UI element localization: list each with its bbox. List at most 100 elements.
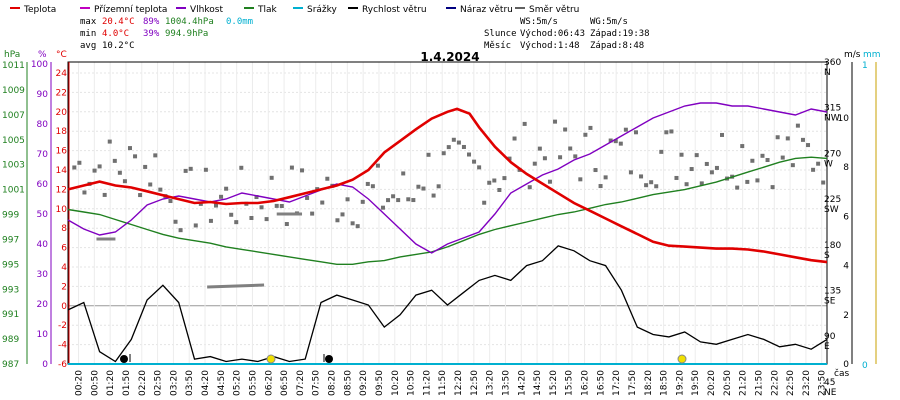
wind-direction-point [780, 155, 785, 160]
wind-direction-point [133, 154, 138, 159]
wind-direction-point [821, 180, 826, 185]
legend-label: Rychlost větru [362, 5, 427, 15]
wind-direction-point [380, 205, 385, 210]
wind-direction-point [770, 185, 775, 190]
wind-direction-point [406, 197, 411, 202]
wind-direction-point [669, 129, 674, 134]
wind-direction-point [573, 154, 578, 159]
wind-direction-point [558, 155, 563, 160]
series-lines [67, 102, 828, 365]
tick-label-dir-deg: 315 [824, 104, 841, 114]
wind-direction-point [421, 186, 426, 191]
tick-label-x: 02:20 [138, 370, 148, 396]
wind-direction-point [816, 161, 821, 166]
tick-label-x: 22:50 [786, 370, 796, 396]
wind-direction-point [350, 221, 355, 226]
wind-direction-point [340, 212, 345, 217]
tick-label-x: 00:50 [90, 370, 100, 396]
wind-direction-point [613, 139, 618, 144]
tick-label-hpa: 993 [2, 285, 19, 295]
stats-min-temp: 4.0°C [102, 29, 129, 39]
wind-direction-point [785, 136, 790, 141]
tick-label-x: 10:50 [407, 370, 417, 396]
legend-label: Srážky [307, 5, 338, 15]
wind-direction-point [345, 197, 350, 202]
wind-direction-point [239, 165, 244, 170]
tick-label-dir-deg: 45 [824, 378, 835, 388]
tick-label-dir-card: NW [824, 114, 840, 124]
wind-direction-point [507, 156, 512, 161]
wind-direction-point [649, 180, 654, 185]
wind-direction-point [795, 123, 800, 128]
wind-direction-point [300, 168, 305, 173]
pressure-line [67, 156, 828, 265]
tick-label-pct: 100 [31, 60, 48, 70]
tick-label-pct: 60 [37, 180, 49, 190]
tick-label-hpa: 1011 [2, 61, 25, 71]
wind-direction-point [477, 165, 482, 170]
wind-direction-point [628, 170, 633, 175]
wind-direction-point [82, 190, 87, 195]
wind-direction-point [284, 222, 289, 227]
wind-direction-point [97, 164, 102, 169]
tick-label-hpa: 989 [2, 335, 19, 345]
wind-direction-point [310, 211, 315, 216]
wind-direction-point [532, 161, 537, 166]
wind-direction-point [720, 132, 725, 137]
wind-direction-point [117, 170, 122, 175]
wind-direction-point [679, 152, 684, 157]
tick-label-ms: 8 [843, 163, 849, 173]
wind-direction-point [138, 193, 143, 198]
tick-label-x: 16:50 [596, 370, 606, 396]
wind-direction-point [173, 219, 178, 224]
tick-label-pct: 20 [37, 300, 49, 310]
wind-direction-point [446, 145, 451, 150]
wind-direction-point [411, 198, 416, 203]
wind-direction-point [178, 228, 183, 233]
astro-moon-label: Měsíc [484, 41, 511, 51]
wind-direction-point [426, 152, 431, 157]
wind-direction-point [158, 187, 163, 192]
wind-direction-point [750, 158, 755, 163]
tick-label-x: 19:50 [691, 370, 701, 396]
tick-label-x: 17:20 [612, 370, 622, 396]
wind-direction-point [689, 167, 694, 172]
wind-direction-point [694, 153, 699, 158]
wind-direction-point [107, 139, 112, 144]
tick-label-x: 18:20 [644, 370, 654, 396]
wind-direction-point [593, 168, 598, 173]
tick-label-x: 23:20 [802, 370, 812, 396]
wind-direction-point [542, 156, 547, 161]
wind-direction-point [401, 171, 406, 176]
wind-direction-point [441, 151, 446, 156]
moon-marker [325, 355, 333, 363]
tick-label-dir-card: NE [824, 388, 837, 398]
tick-label-x: 20:50 [723, 370, 733, 396]
astro-sun-label: Slunce [484, 29, 517, 39]
tick-label-x: 08:50 [343, 370, 353, 396]
wind-direction-point [214, 203, 219, 208]
tick-label-pct: 0 [42, 360, 48, 370]
stats-min-hum: 39% [143, 29, 160, 39]
wind-direction-point [790, 163, 795, 168]
wind-direction-point [224, 186, 229, 191]
axis-title-x: čas [834, 368, 849, 379]
tick-label-x: 01:50 [122, 370, 132, 396]
tick-label-hpa: 987 [2, 360, 19, 370]
axis-title-hpa: hPa [4, 50, 20, 60]
wind-direction-point [92, 168, 97, 173]
tick-label-c: 6 [61, 244, 67, 254]
wind-direction-point [563, 127, 568, 132]
wind-direction-point [102, 192, 107, 197]
wind-direction-point [249, 215, 254, 220]
wind-direction-point [436, 184, 441, 189]
tick-label-x: 03:20 [169, 370, 179, 396]
wind-direction-point [603, 175, 608, 180]
wind-direction-point [391, 194, 396, 199]
wind-direction-point [537, 146, 542, 151]
tick-label-c: 10 [56, 205, 68, 215]
grid [68, 62, 827, 365]
tick-label-c: -2 [58, 321, 67, 331]
wind-direction-point [588, 125, 593, 130]
